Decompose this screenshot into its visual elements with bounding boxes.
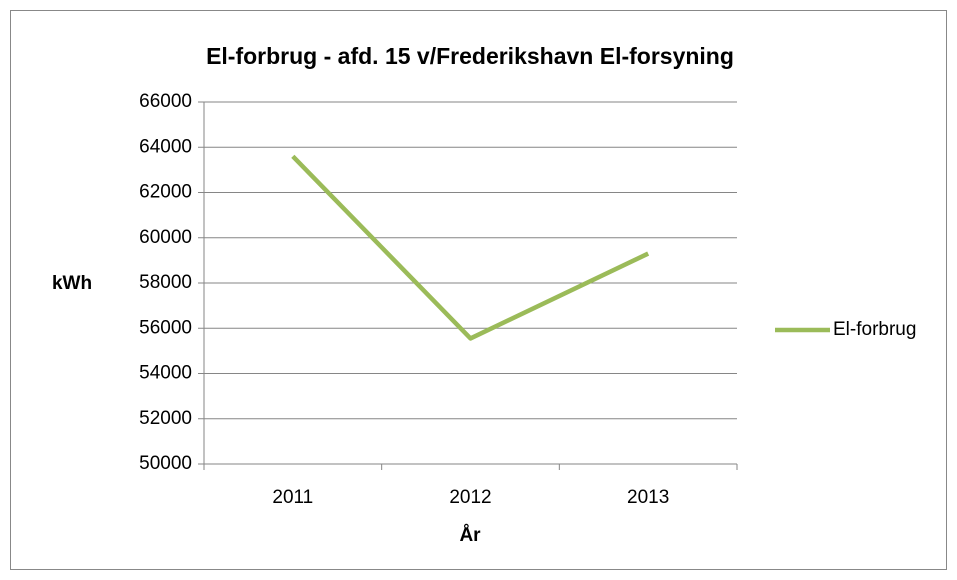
y-axis-title: kWh [52, 273, 92, 294]
y-tick-label: 64000 [139, 136, 192, 157]
x-tick-label: 2011 [272, 487, 313, 508]
y-tick-label: 50000 [139, 453, 192, 474]
line-series [291, 154, 650, 341]
y-tick-label: 60000 [139, 227, 192, 248]
y-tick-label: 62000 [139, 182, 192, 203]
y-tick-label: 54000 [139, 363, 192, 384]
x-axis-title: År [459, 525, 481, 546]
chart-frame [10, 10, 947, 570]
x-tick-label: 2013 [627, 487, 669, 508]
chart-title: El-forbrug - afd. 15 v/Frederikshavn El-… [206, 43, 734, 69]
y-tick-label: 52000 [139, 408, 192, 429]
y-tick-label: 56000 [139, 317, 192, 338]
x-tick-label: 2012 [449, 487, 491, 508]
legend-label: El-forbrug [833, 319, 916, 340]
y-tick-label: 58000 [139, 272, 192, 293]
y-tick-label: 66000 [139, 91, 192, 112]
